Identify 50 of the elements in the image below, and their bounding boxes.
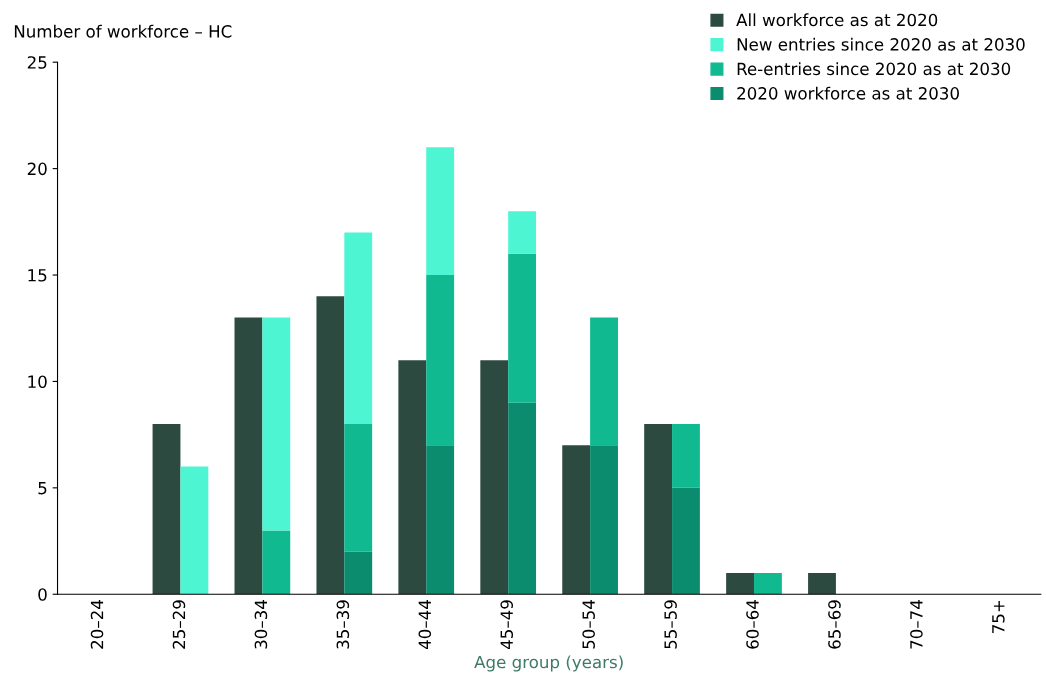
- bar: [644, 424, 673, 595]
- x-tick-label: 75+: [992, 600, 1005, 633]
- bar: [562, 445, 591, 595]
- bar: [672, 487, 700, 595]
- legend-label: All workforce as at 2020: [736, 13, 938, 27]
- bar: [152, 424, 181, 595]
- bar: [234, 317, 263, 595]
- y-tick-label: 25: [27, 56, 47, 69]
- bar: [508, 211, 537, 254]
- x-tick-label: 65–69: [828, 600, 841, 649]
- bar: [480, 360, 509, 595]
- x-tick-label: 35–39: [336, 600, 350, 649]
- bar: [808, 572, 836, 595]
- bar: [590, 317, 618, 446]
- bar: [426, 445, 455, 595]
- bar: [344, 424, 373, 552]
- x-tick-label: 25–29: [172, 600, 186, 649]
- bar: [398, 360, 427, 595]
- y-tick-label: 5: [38, 482, 47, 495]
- legend-label: 2020 workforce as at 2030: [737, 86, 959, 100]
- legend-label: New entries since 2020 as at 2030: [737, 37, 1025, 51]
- bar: [753, 572, 782, 595]
- bar: [180, 466, 209, 595]
- bar: [508, 402, 537, 595]
- y-tick-label: 20: [27, 162, 47, 176]
- y-tick-label: 0: [38, 588, 47, 601]
- bar: [316, 296, 345, 595]
- bar: [508, 253, 537, 403]
- bar: [726, 572, 754, 595]
- x-tick-label: 20–24: [90, 600, 104, 649]
- x-tick-label: 50–54: [582, 600, 595, 649]
- bar: [672, 424, 700, 488]
- bar: [262, 530, 291, 595]
- y-tick-label: 10: [28, 375, 47, 388]
- legend-label: Re-entries since 2020 as at 2030: [737, 62, 1011, 76]
- y-axis-title: Number of workforce – HC: [14, 24, 232, 38]
- bar: [426, 275, 455, 446]
- x-tick-label: 40–44: [418, 600, 432, 650]
- x-tick-label: 70–74: [910, 600, 923, 649]
- x-tick-label: 45–49: [500, 600, 514, 650]
- x-tick-label: 30–34: [254, 600, 268, 649]
- bar: [344, 232, 373, 424]
- bar: [262, 317, 291, 531]
- bar: [344, 551, 373, 595]
- bar: [590, 445, 618, 595]
- x-tick-label: 55–59: [664, 600, 677, 649]
- bar: [426, 147, 455, 276]
- x-tick-label: 60–64: [746, 600, 759, 649]
- x-axis-title: Age group (years): [474, 655, 623, 672]
- y-tick-label: 15: [28, 269, 47, 282]
